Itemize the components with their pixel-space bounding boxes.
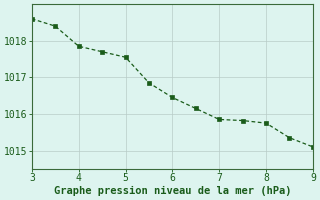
X-axis label: Graphe pression niveau de la mer (hPa): Graphe pression niveau de la mer (hPa) <box>54 186 291 196</box>
